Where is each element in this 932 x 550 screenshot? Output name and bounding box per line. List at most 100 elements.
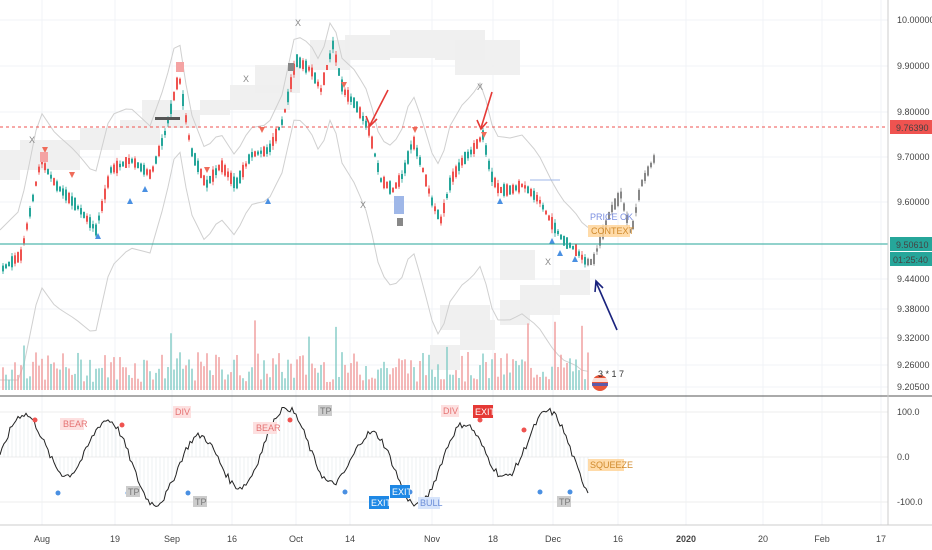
volume-bar xyxy=(455,370,457,390)
candle-body xyxy=(338,68,340,76)
volume-bar xyxy=(554,321,556,390)
volume-bar xyxy=(449,374,451,390)
candle-body xyxy=(356,101,358,113)
time-axis[interactable]: Aug 19 Sep 16 Oct 14 Nov 18 Dec 16 2020 20 Feb 17 xyxy=(34,534,886,544)
candle-body xyxy=(491,171,493,183)
volume-bar xyxy=(494,352,496,390)
candle-body xyxy=(542,204,544,210)
price-axis[interactable]: 10.00000 9.90000 9.80000 9.70000 9.60000 9.44… xyxy=(897,15,932,392)
candle-body xyxy=(365,120,367,128)
candle-body xyxy=(308,66,310,71)
candle-body xyxy=(119,163,121,168)
volume-bar xyxy=(407,373,409,390)
candle-body xyxy=(83,212,85,218)
cloud-block xyxy=(20,140,80,170)
volume-bar xyxy=(8,379,10,390)
candle-body xyxy=(38,166,40,173)
volume-bar xyxy=(131,377,133,390)
candle-body xyxy=(617,193,619,206)
candle-body xyxy=(380,178,382,182)
candle-body xyxy=(197,160,199,172)
candle-body xyxy=(317,81,319,87)
candle-body xyxy=(191,148,193,157)
candle-body xyxy=(110,167,112,173)
candle-body xyxy=(515,185,517,191)
volume-bar xyxy=(371,377,373,390)
volume-bar xyxy=(560,354,562,390)
volume-bar xyxy=(527,323,529,390)
candle-body xyxy=(545,210,547,215)
volume-bar xyxy=(500,358,502,390)
volume-bar xyxy=(305,374,307,390)
lower-band-line xyxy=(0,118,589,381)
triangle-up-icon xyxy=(142,186,148,192)
volume-bar xyxy=(209,370,211,390)
candle-body xyxy=(161,138,163,146)
candle-body xyxy=(185,115,187,123)
grid-lines xyxy=(0,0,888,525)
cloud-block xyxy=(80,128,120,150)
volume-bar xyxy=(245,381,247,390)
volume-bar xyxy=(125,367,127,390)
candle-body xyxy=(95,224,97,236)
volume-bar xyxy=(482,353,484,390)
candle-body xyxy=(434,206,436,212)
candle-body xyxy=(443,202,445,214)
volume-bar xyxy=(545,376,547,390)
x-marker-icon: X xyxy=(295,18,301,28)
triangle-up-icon xyxy=(497,198,503,204)
candle-body xyxy=(26,223,28,230)
candle-body xyxy=(476,139,478,149)
volume-bar xyxy=(299,356,301,390)
volume-bar xyxy=(53,362,55,390)
candle-body xyxy=(323,72,325,85)
volume-bar xyxy=(107,377,109,390)
oscillator-dots xyxy=(32,417,573,496)
volume-bar xyxy=(581,325,583,390)
volume-bar xyxy=(473,378,475,390)
candle-body xyxy=(503,184,505,196)
volume-bar xyxy=(323,362,325,390)
volume-bar xyxy=(383,361,385,390)
volume-bar xyxy=(233,359,235,390)
candle-body xyxy=(638,189,640,201)
triangle-up-icon xyxy=(549,238,555,244)
osc-tick-label: -100.0 xyxy=(897,497,923,507)
triangle-down-icon xyxy=(42,147,48,153)
candle-body xyxy=(332,40,334,50)
volume-bar xyxy=(224,379,226,390)
price-candles xyxy=(2,36,655,275)
candle-body xyxy=(392,187,394,193)
oscillator-axis[interactable]: 100.0 0.0 -100.0 xyxy=(897,407,923,507)
candle-body xyxy=(116,160,118,174)
osc-dot-red xyxy=(521,427,527,433)
candle-body xyxy=(362,115,364,121)
volume-bar xyxy=(242,378,244,390)
volume-bar xyxy=(311,363,313,390)
volume-bar xyxy=(353,353,355,390)
volume-bar xyxy=(212,375,214,390)
candle-body xyxy=(335,54,337,63)
level-marker xyxy=(155,117,180,120)
candle-body xyxy=(104,188,106,200)
candle-body xyxy=(518,180,520,193)
price-tick-label: 9.26000 xyxy=(897,360,930,370)
candle-body xyxy=(509,185,511,195)
volume-bar xyxy=(557,366,559,390)
volume-bar xyxy=(38,365,40,390)
candle-body xyxy=(314,72,316,84)
volume-bar xyxy=(434,376,436,390)
volume-bar xyxy=(62,353,64,390)
candle-body xyxy=(401,173,403,180)
candle-body xyxy=(206,179,208,188)
volume-bar xyxy=(74,373,76,390)
volume-bar xyxy=(389,374,391,390)
candle-body xyxy=(59,186,61,192)
candle-body xyxy=(527,186,529,194)
cloud-block xyxy=(430,345,460,370)
candle-body xyxy=(521,183,523,187)
volume-bar xyxy=(263,360,265,390)
candle-body xyxy=(605,220,607,228)
volume-bar xyxy=(419,360,421,390)
